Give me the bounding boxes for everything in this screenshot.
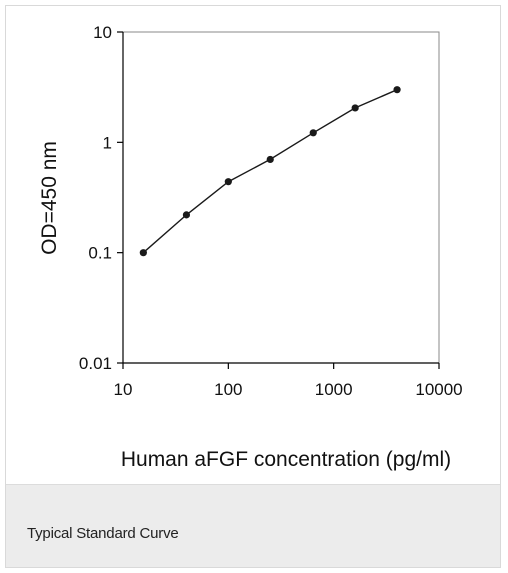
y-tick-label: 1 bbox=[103, 133, 112, 152]
x-tick-label: 1000 bbox=[315, 380, 353, 399]
data-point bbox=[351, 104, 359, 112]
figure-card: 0.01 0.1 1 10 10 100 1000 10000 OD=450 nm Huma… bbox=[5, 5, 501, 568]
series-layer bbox=[139, 86, 401, 257]
data-point bbox=[139, 249, 147, 257]
x-tick-label: 10000 bbox=[415, 380, 462, 399]
y-axis-ticks: 0.01 0.1 1 10 bbox=[79, 23, 123, 373]
x-tick-label: 10 bbox=[114, 380, 133, 399]
chart-area: 0.01 0.1 1 10 10 100 1000 10000 OD=450 nm Huma… bbox=[6, 6, 500, 484]
y-tick-label: 0.01 bbox=[79, 354, 112, 373]
data-point bbox=[309, 129, 317, 137]
x-axis-label: Human aFGF concentration (pg/ml) bbox=[121, 448, 451, 471]
standard-curve-chart: 0.01 0.1 1 10 10 100 1000 10000 OD=450 nm Huma… bbox=[38, 23, 463, 471]
plot-frame bbox=[122, 31, 440, 364]
data-point bbox=[182, 211, 191, 219]
x-tick-label: 100 bbox=[214, 380, 242, 399]
data-point bbox=[393, 86, 401, 94]
caption-text: Typical Standard Curve bbox=[27, 525, 179, 542]
data-point bbox=[224, 178, 232, 186]
y-tick-label: 10 bbox=[93, 23, 112, 42]
data-point bbox=[266, 155, 274, 164]
series-line bbox=[142, 89, 398, 254]
y-axis-label: OD=450 nm bbox=[38, 141, 61, 255]
x-axis-ticks: 10 100 1000 10000 bbox=[114, 363, 463, 399]
caption-bar: Typical Standard Curve bbox=[6, 484, 500, 567]
y-tick-label: 0.1 bbox=[88, 244, 112, 263]
